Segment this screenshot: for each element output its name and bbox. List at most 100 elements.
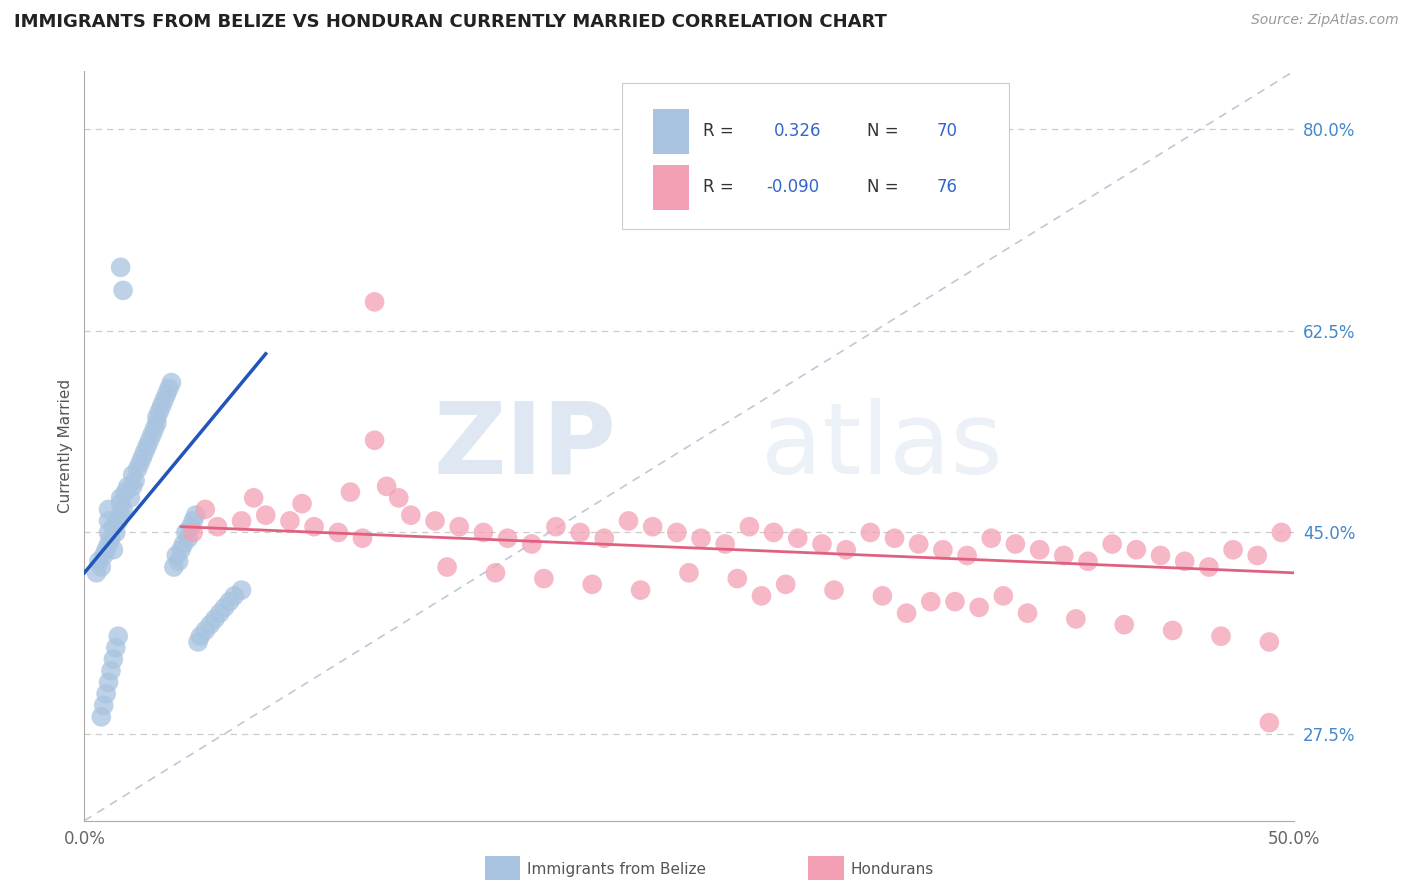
Point <box>218 594 240 608</box>
Text: N =: N = <box>866 122 904 140</box>
Point <box>184 508 207 523</box>
Point <box>100 664 122 678</box>
Point <box>242 491 264 505</box>
Point <box>107 629 129 643</box>
Point <box>484 566 506 580</box>
Point <box>231 583 253 598</box>
Point <box>569 525 592 540</box>
Point <box>163 560 186 574</box>
Point <box>138 434 160 448</box>
Point <box>208 606 231 620</box>
Point <box>157 381 180 395</box>
Point <box>907 537 929 551</box>
Point <box>751 589 773 603</box>
Point <box>127 462 149 476</box>
Point <box>375 479 398 493</box>
Point <box>134 444 156 458</box>
Point <box>224 589 246 603</box>
Point <box>136 439 159 453</box>
Point <box>1077 554 1099 568</box>
Point <box>103 652 125 666</box>
Text: R =: R = <box>703 122 740 140</box>
Point <box>956 549 979 563</box>
Point <box>872 589 894 603</box>
Point <box>1209 629 1232 643</box>
Text: N =: N = <box>866 178 904 196</box>
Point <box>835 542 858 557</box>
Point <box>167 554 190 568</box>
Point <box>112 502 135 516</box>
Point <box>1053 549 1076 563</box>
Point <box>339 485 361 500</box>
Bar <box>652 165 689 210</box>
Text: -0.090: -0.090 <box>766 178 820 196</box>
Text: 0.326: 0.326 <box>773 122 821 140</box>
Point <box>103 542 125 557</box>
Point <box>110 497 132 511</box>
Point <box>110 508 132 523</box>
Point <box>87 554 110 568</box>
Point <box>97 525 120 540</box>
Point <box>141 427 163 442</box>
Point <box>896 606 918 620</box>
Point <box>254 508 277 523</box>
Point <box>993 589 1015 603</box>
Text: 76: 76 <box>936 178 957 196</box>
Point <box>131 450 153 465</box>
Point <box>155 387 177 401</box>
Point <box>496 531 519 545</box>
Point <box>86 566 108 580</box>
Point <box>104 525 127 540</box>
Point <box>177 531 200 545</box>
Point <box>97 537 120 551</box>
Point <box>1270 525 1292 540</box>
Point <box>190 629 212 643</box>
Point <box>180 519 202 533</box>
Point <box>148 404 170 418</box>
Point <box>1222 542 1244 557</box>
Point <box>1161 624 1184 638</box>
Point <box>181 525 204 540</box>
Point <box>291 497 314 511</box>
Point <box>725 572 748 586</box>
Point <box>114 485 136 500</box>
Point <box>363 434 385 448</box>
Point <box>1174 554 1197 568</box>
Point <box>160 376 183 390</box>
Point <box>399 508 422 523</box>
Text: IMMIGRANTS FROM BELIZE VS HONDURAN CURRENTLY MARRIED CORRELATION CHART: IMMIGRANTS FROM BELIZE VS HONDURAN CURRE… <box>14 13 887 31</box>
Point <box>121 467 143 482</box>
Point <box>980 531 1002 545</box>
Text: 70: 70 <box>936 122 957 140</box>
Point <box>278 514 301 528</box>
Point <box>665 525 688 540</box>
Point <box>436 560 458 574</box>
Point <box>423 514 446 528</box>
Point <box>859 525 882 540</box>
Point <box>93 549 115 563</box>
Point <box>173 537 195 551</box>
Point <box>678 566 700 580</box>
Point <box>124 474 146 488</box>
Point <box>97 502 120 516</box>
Point <box>641 519 664 533</box>
Point <box>920 594 942 608</box>
Point <box>593 531 616 545</box>
Point <box>1004 537 1026 551</box>
Text: atlas: atlas <box>762 398 1002 494</box>
Point <box>363 294 385 309</box>
Point <box>714 537 737 551</box>
Point <box>170 542 193 557</box>
FancyBboxPatch shape <box>623 83 1010 228</box>
Point <box>110 260 132 275</box>
Point <box>93 698 115 713</box>
Point <box>103 519 125 533</box>
Point <box>967 600 990 615</box>
Text: Source: ZipAtlas.com: Source: ZipAtlas.com <box>1251 13 1399 28</box>
Point <box>932 542 955 557</box>
Point <box>174 525 197 540</box>
Point <box>449 519 471 533</box>
Point <box>120 491 142 505</box>
Point <box>352 531 374 545</box>
Point <box>150 399 173 413</box>
